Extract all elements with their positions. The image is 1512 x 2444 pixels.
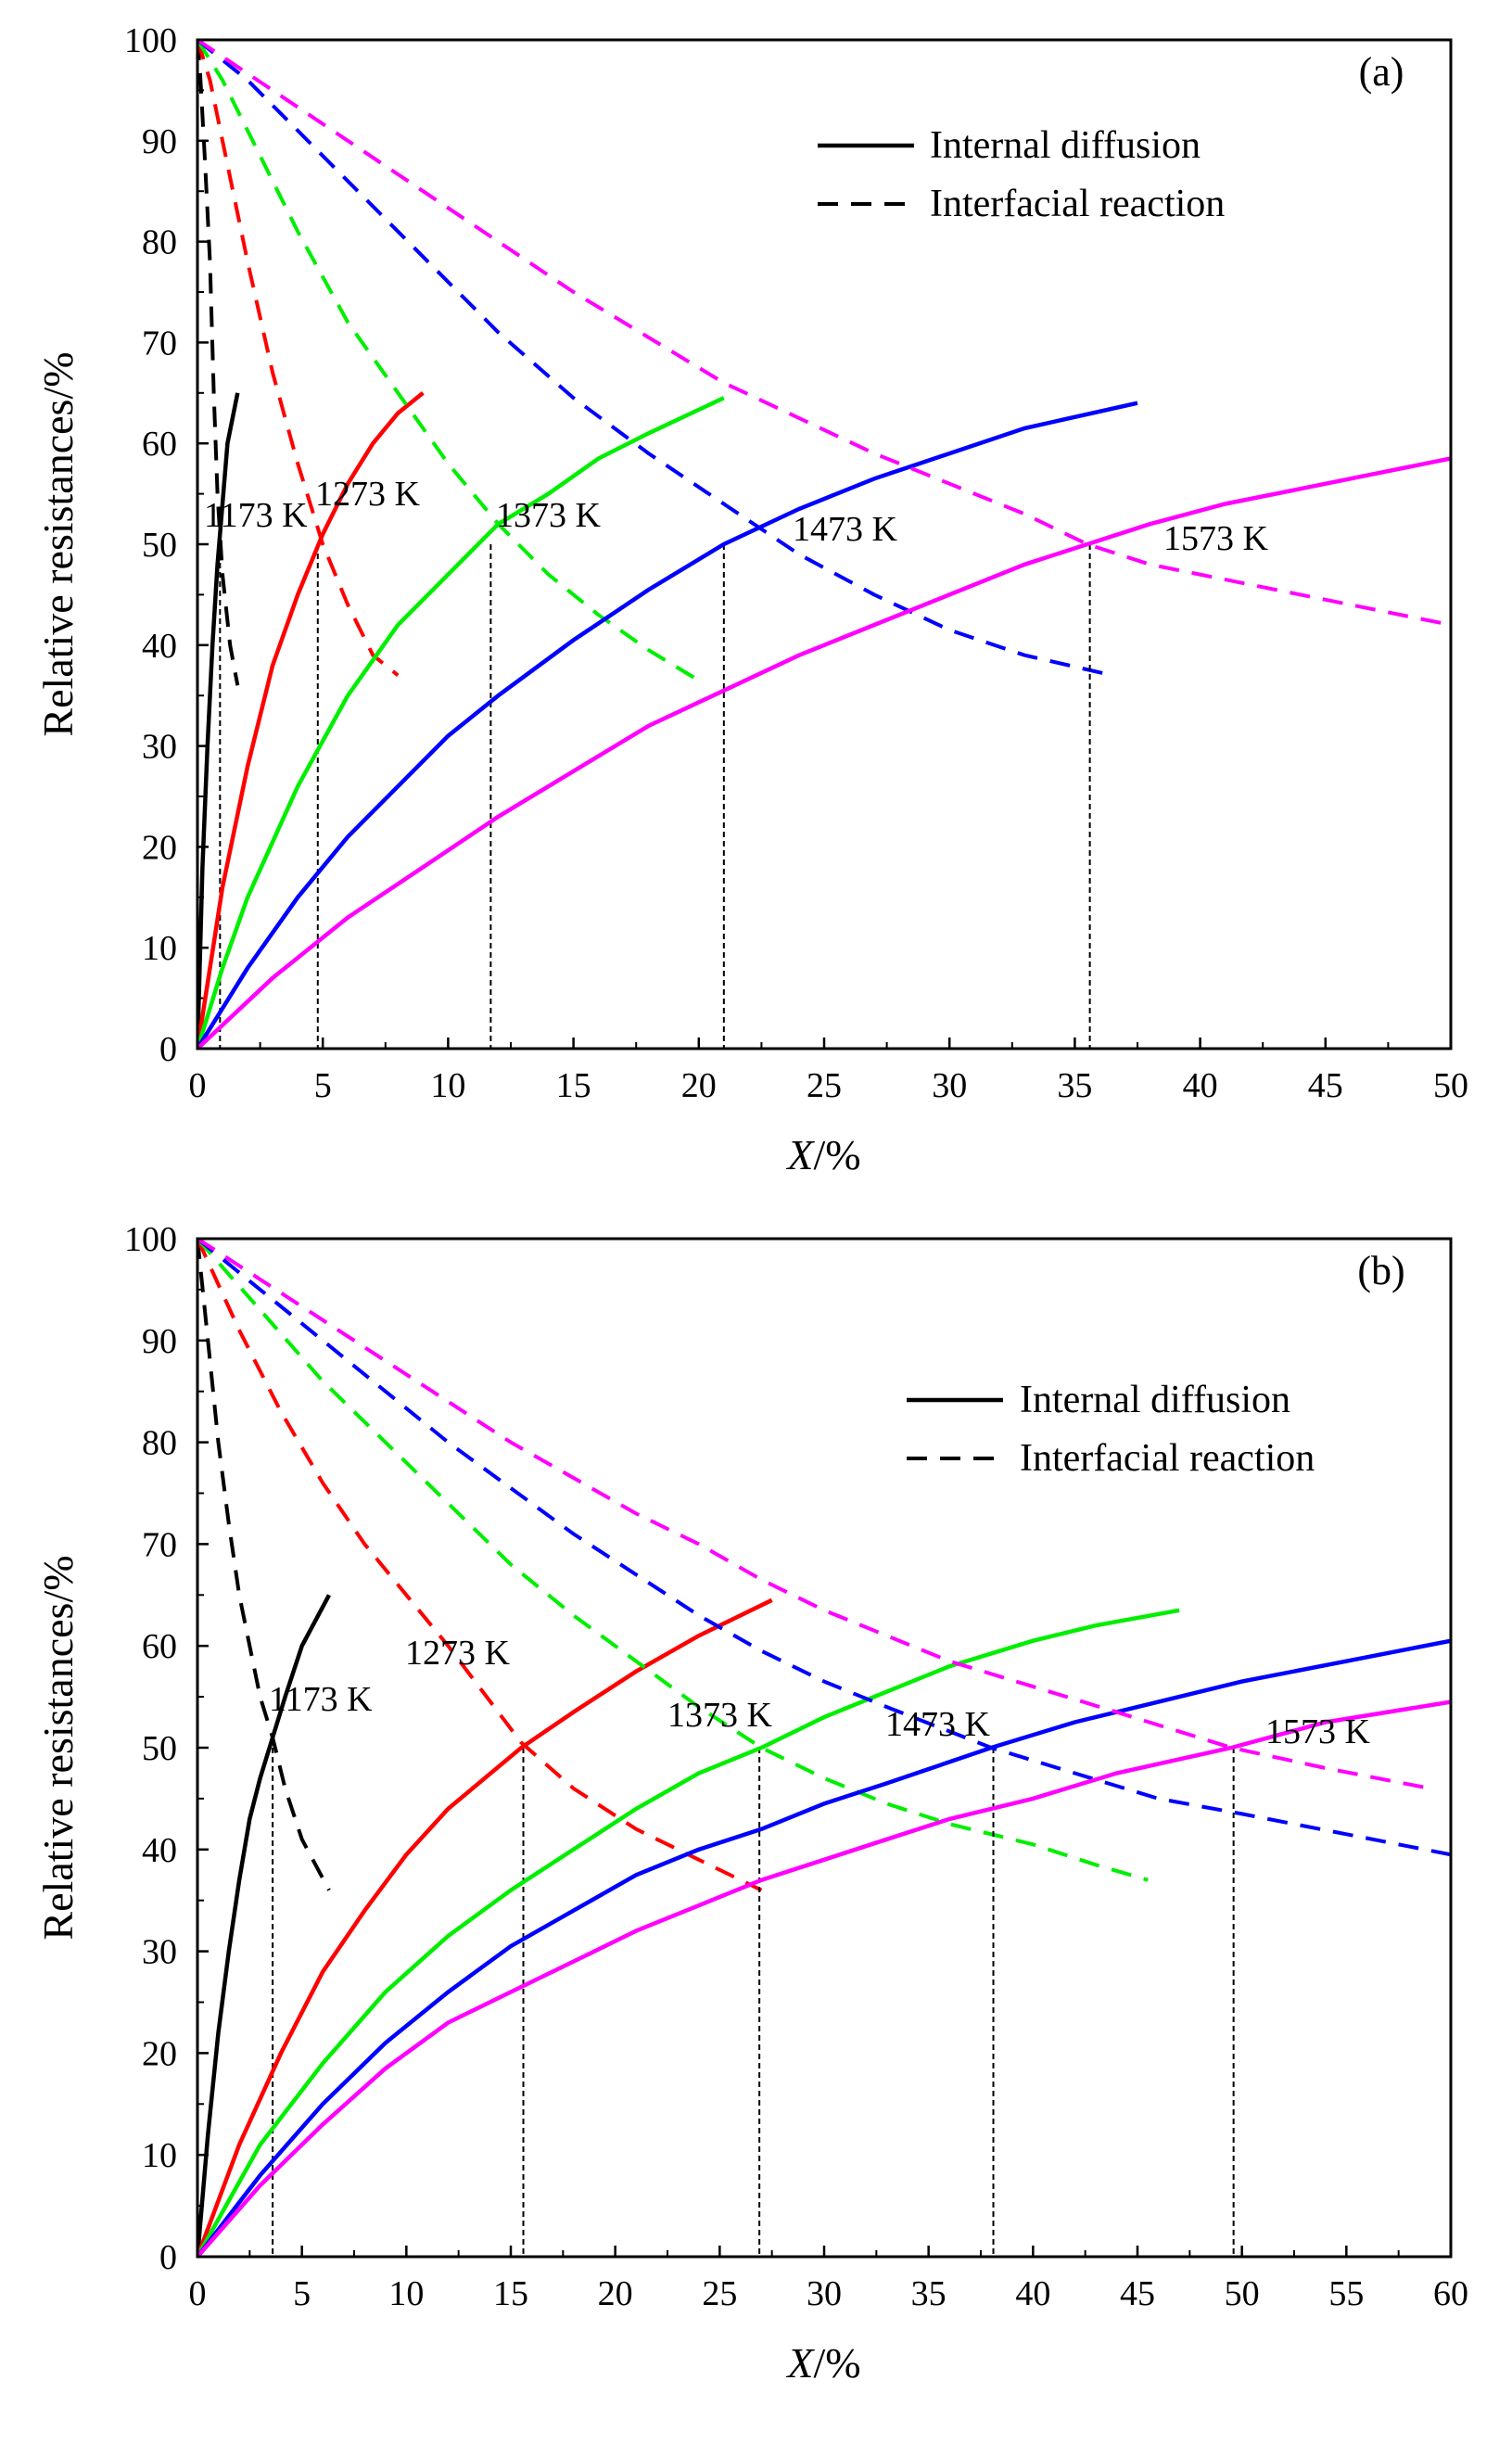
x-tick-label: 15 bbox=[556, 1066, 591, 1105]
y-tick-label: 70 bbox=[142, 324, 177, 363]
reaction-curve-1273k bbox=[197, 1239, 763, 1892]
temperature-label: 1273 K bbox=[405, 1634, 511, 1673]
reaction-curve-1573k bbox=[197, 40, 1451, 627]
y-tick-label: 10 bbox=[142, 2136, 177, 2175]
diffusion-curve-1473k bbox=[197, 1638, 1451, 2257]
y-tick-label: 20 bbox=[142, 2034, 177, 2073]
diffusion-curve-1573k bbox=[197, 456, 1451, 1049]
panel-label: (a) bbox=[1359, 49, 1404, 95]
legend-label-reaction: Interfacial reaction bbox=[1020, 1437, 1315, 1480]
x-tick-label: 50 bbox=[1225, 2274, 1260, 2313]
y-tick-label: 30 bbox=[142, 1933, 177, 1972]
x-tick-label: 55 bbox=[1328, 2274, 1364, 2313]
temperature-label: 1473 K bbox=[885, 1705, 991, 1744]
diffusion-curve-1173k bbox=[197, 392, 240, 1049]
reaction-curve-1373k bbox=[197, 1239, 1149, 1882]
y-tick-label: 20 bbox=[142, 828, 177, 867]
plot-frame bbox=[196, 38, 1453, 1050]
x-tick-label: 45 bbox=[1308, 1066, 1343, 1105]
reaction-curve-1173k bbox=[197, 1239, 331, 1891]
legend-label-reaction: Interfacial reaction bbox=[930, 183, 1225, 225]
diffusion-curve-1373k bbox=[197, 1608, 1180, 2257]
y-tick-label: 50 bbox=[142, 526, 177, 565]
y-tick-label: 0 bbox=[159, 1030, 177, 1069]
x-tick-label: 60 bbox=[1433, 2274, 1468, 2313]
x-tick-label: 15 bbox=[493, 2274, 528, 2313]
x-tick-label: 5 bbox=[293, 2274, 311, 2313]
legend: Internal diffusion Interfacial reaction bbox=[907, 1379, 1315, 1480]
x-tick-label: 25 bbox=[702, 2274, 737, 2313]
temperature-label: 1373 K bbox=[667, 1696, 773, 1735]
x-tick-label: 10 bbox=[388, 2274, 424, 2313]
diffusion-curve-1273k bbox=[197, 391, 425, 1049]
x-axis-label: X/% bbox=[785, 1131, 860, 1178]
legend: Internal diffusion Interfacial reaction bbox=[818, 124, 1225, 225]
reaction-curve-1473k bbox=[197, 40, 1113, 678]
temperature-label: 1573 K bbox=[1265, 1712, 1371, 1751]
plot-frame bbox=[196, 1237, 1453, 2259]
y-tick-label: 90 bbox=[142, 1322, 177, 1361]
chart-panel-a: 0 5 10 15 20 25 30 35 40 45 50 0 10 20 30 40 50 60 70 80 90 1… bbox=[34, 21, 1468, 1178]
reaction-curve-1273k bbox=[197, 40, 400, 677]
diffusion-curve-1473k bbox=[197, 401, 1138, 1049]
diffusion-curve-1573k bbox=[197, 1699, 1451, 2257]
x-tick-label: 35 bbox=[911, 2274, 947, 2313]
diffusion-curve-1373k bbox=[197, 396, 725, 1049]
y-tick-label: 40 bbox=[142, 627, 177, 666]
x-tick-label: 45 bbox=[1120, 2274, 1155, 2313]
x-tick-label: 5 bbox=[314, 1066, 332, 1105]
diffusion-curve-1273k bbox=[197, 1598, 773, 2257]
panel-label: (b) bbox=[1357, 1248, 1404, 1293]
y-tick-label: 100 bbox=[124, 1220, 177, 1259]
y-tick-label: 80 bbox=[142, 223, 177, 262]
temperature-label: 1573 K bbox=[1163, 519, 1269, 558]
x-tick-label: 20 bbox=[681, 1066, 717, 1105]
plot-area bbox=[197, 1239, 1451, 2257]
x-tick-label: 10 bbox=[430, 1066, 465, 1105]
temperature-label: 1173 K bbox=[204, 496, 308, 535]
x-tick-label: 50 bbox=[1433, 1066, 1468, 1105]
y-tick-label: 30 bbox=[142, 728, 177, 767]
reaction-curve-1573k bbox=[197, 1239, 1430, 1790]
x-tick-label: 0 bbox=[189, 1066, 207, 1105]
y-axis-label: Relative resistances/% bbox=[34, 351, 82, 736]
x-axis-label-unit: /% bbox=[814, 2339, 861, 2387]
y-tick-label: 100 bbox=[124, 21, 177, 60]
x-tick-label: 35 bbox=[1057, 1066, 1092, 1105]
x-tick-label: 30 bbox=[807, 2274, 842, 2313]
legend-label-diffusion: Internal diffusion bbox=[930, 124, 1201, 167]
y-tick-label: 0 bbox=[159, 2238, 177, 2277]
y-tick-label: 60 bbox=[142, 1627, 177, 1666]
x-tick-label: 20 bbox=[598, 2274, 633, 2313]
y-tick-label: 90 bbox=[142, 122, 177, 161]
legend-label-diffusion: Internal diffusion bbox=[1020, 1379, 1290, 1421]
y-tick-label: 10 bbox=[142, 929, 177, 968]
temperature-label: 1373 K bbox=[496, 496, 602, 535]
diffusion-curve-1173k bbox=[197, 1594, 331, 2257]
plot-area bbox=[197, 40, 1451, 1049]
x-axis-label-variable: X bbox=[785, 2339, 815, 2387]
chart-panel-b: 0 5 10 15 20 25 30 35 40 45 50 55 60 0 10 20 30 40 50 60 70 8… bbox=[34, 1220, 1468, 2387]
x-tick-label: 25 bbox=[807, 1066, 842, 1105]
reaction-curve-1373k bbox=[197, 40, 700, 682]
y-tick-label: 40 bbox=[142, 1831, 177, 1870]
y-tick-label: 80 bbox=[142, 1424, 177, 1463]
x-tick-label: 30 bbox=[932, 1066, 967, 1105]
temperature-label: 1273 K bbox=[315, 475, 421, 514]
x-tick-label: 0 bbox=[189, 2274, 207, 2313]
temperature-label: 1473 K bbox=[793, 510, 898, 549]
y-axis-label: Relative resistances/% bbox=[34, 1555, 82, 1940]
y-tick-label: 70 bbox=[142, 1525, 177, 1564]
y-tick-label: 60 bbox=[142, 425, 177, 464]
x-axis-label-unit: /% bbox=[814, 1131, 861, 1178]
x-axis-label-variable: X bbox=[785, 1131, 815, 1178]
temperature-label: 1173 K bbox=[269, 1680, 373, 1719]
x-tick-label: 40 bbox=[1015, 2274, 1050, 2313]
y-tick-label: 50 bbox=[142, 1729, 177, 1768]
x-tick-label: 40 bbox=[1183, 1066, 1218, 1105]
reaction-curve-1473k bbox=[197, 1239, 1451, 1857]
x-axis-label: X/% bbox=[785, 2339, 860, 2387]
reaction-curve-1173k bbox=[197, 40, 240, 686]
